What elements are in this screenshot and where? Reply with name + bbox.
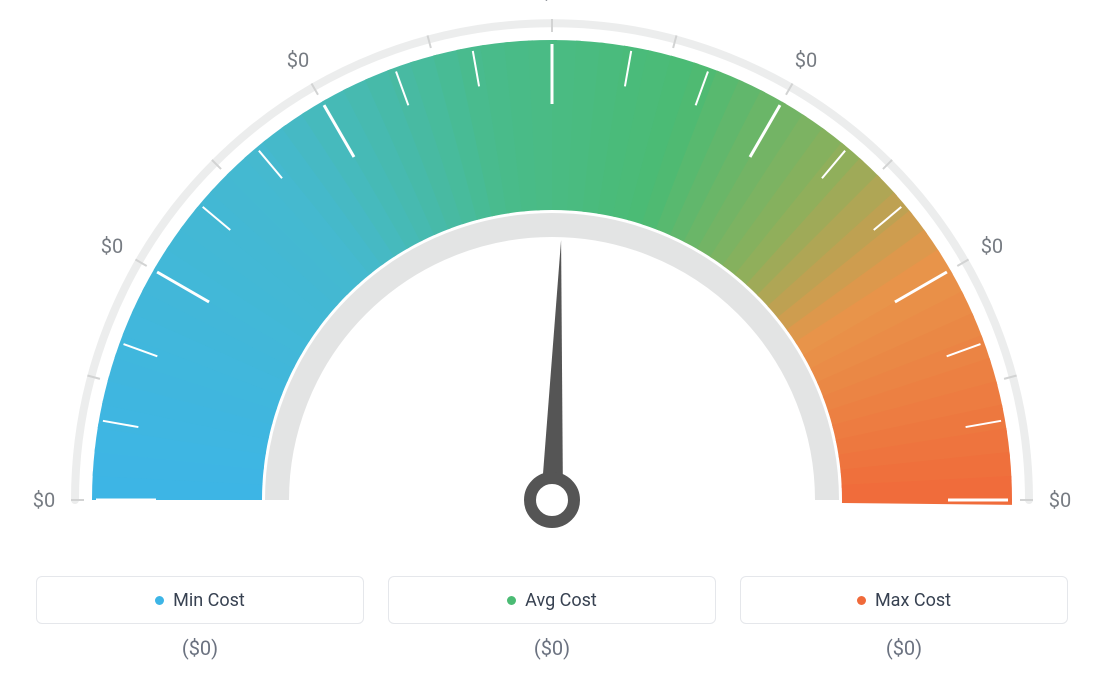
gauge-tick-label: $0 [101, 234, 123, 258]
cost-gauge: $0 $0 $0 $0 $0 $0 $0 [0, 0, 1104, 560]
gauge-tick-label: $0 [795, 48, 817, 72]
gauge-tick-label: $0 [287, 48, 309, 72]
legend-value-max: ($0) [740, 636, 1068, 660]
legend-value-avg: ($0) [388, 636, 716, 660]
legend-dot-min [155, 596, 164, 605]
legend-labels-row: Min Cost Avg Cost Max Cost [36, 576, 1068, 624]
legend-value-min: ($0) [36, 636, 364, 660]
legend-card-min: Min Cost [36, 576, 364, 624]
legend-dot-max [857, 596, 866, 605]
gauge-tick-label: $0 [981, 234, 1003, 258]
legend-label-max: Max Cost [875, 590, 951, 611]
legend-card-max: Max Cost [740, 576, 1068, 624]
legend-dot-avg [507, 596, 516, 605]
gauge-svg [0, 0, 1104, 560]
legend-values-row: ($0) ($0) ($0) [36, 636, 1068, 660]
gauge-tick-label: $0 [1049, 488, 1071, 512]
gauge-tick-label: $0 [33, 488, 55, 512]
gauge-tick-label: $0 [541, 0, 563, 4]
legend-label-avg: Avg Cost [525, 590, 597, 611]
legend-card-avg: Avg Cost [388, 576, 716, 624]
legend-label-min: Min Cost [173, 590, 245, 611]
